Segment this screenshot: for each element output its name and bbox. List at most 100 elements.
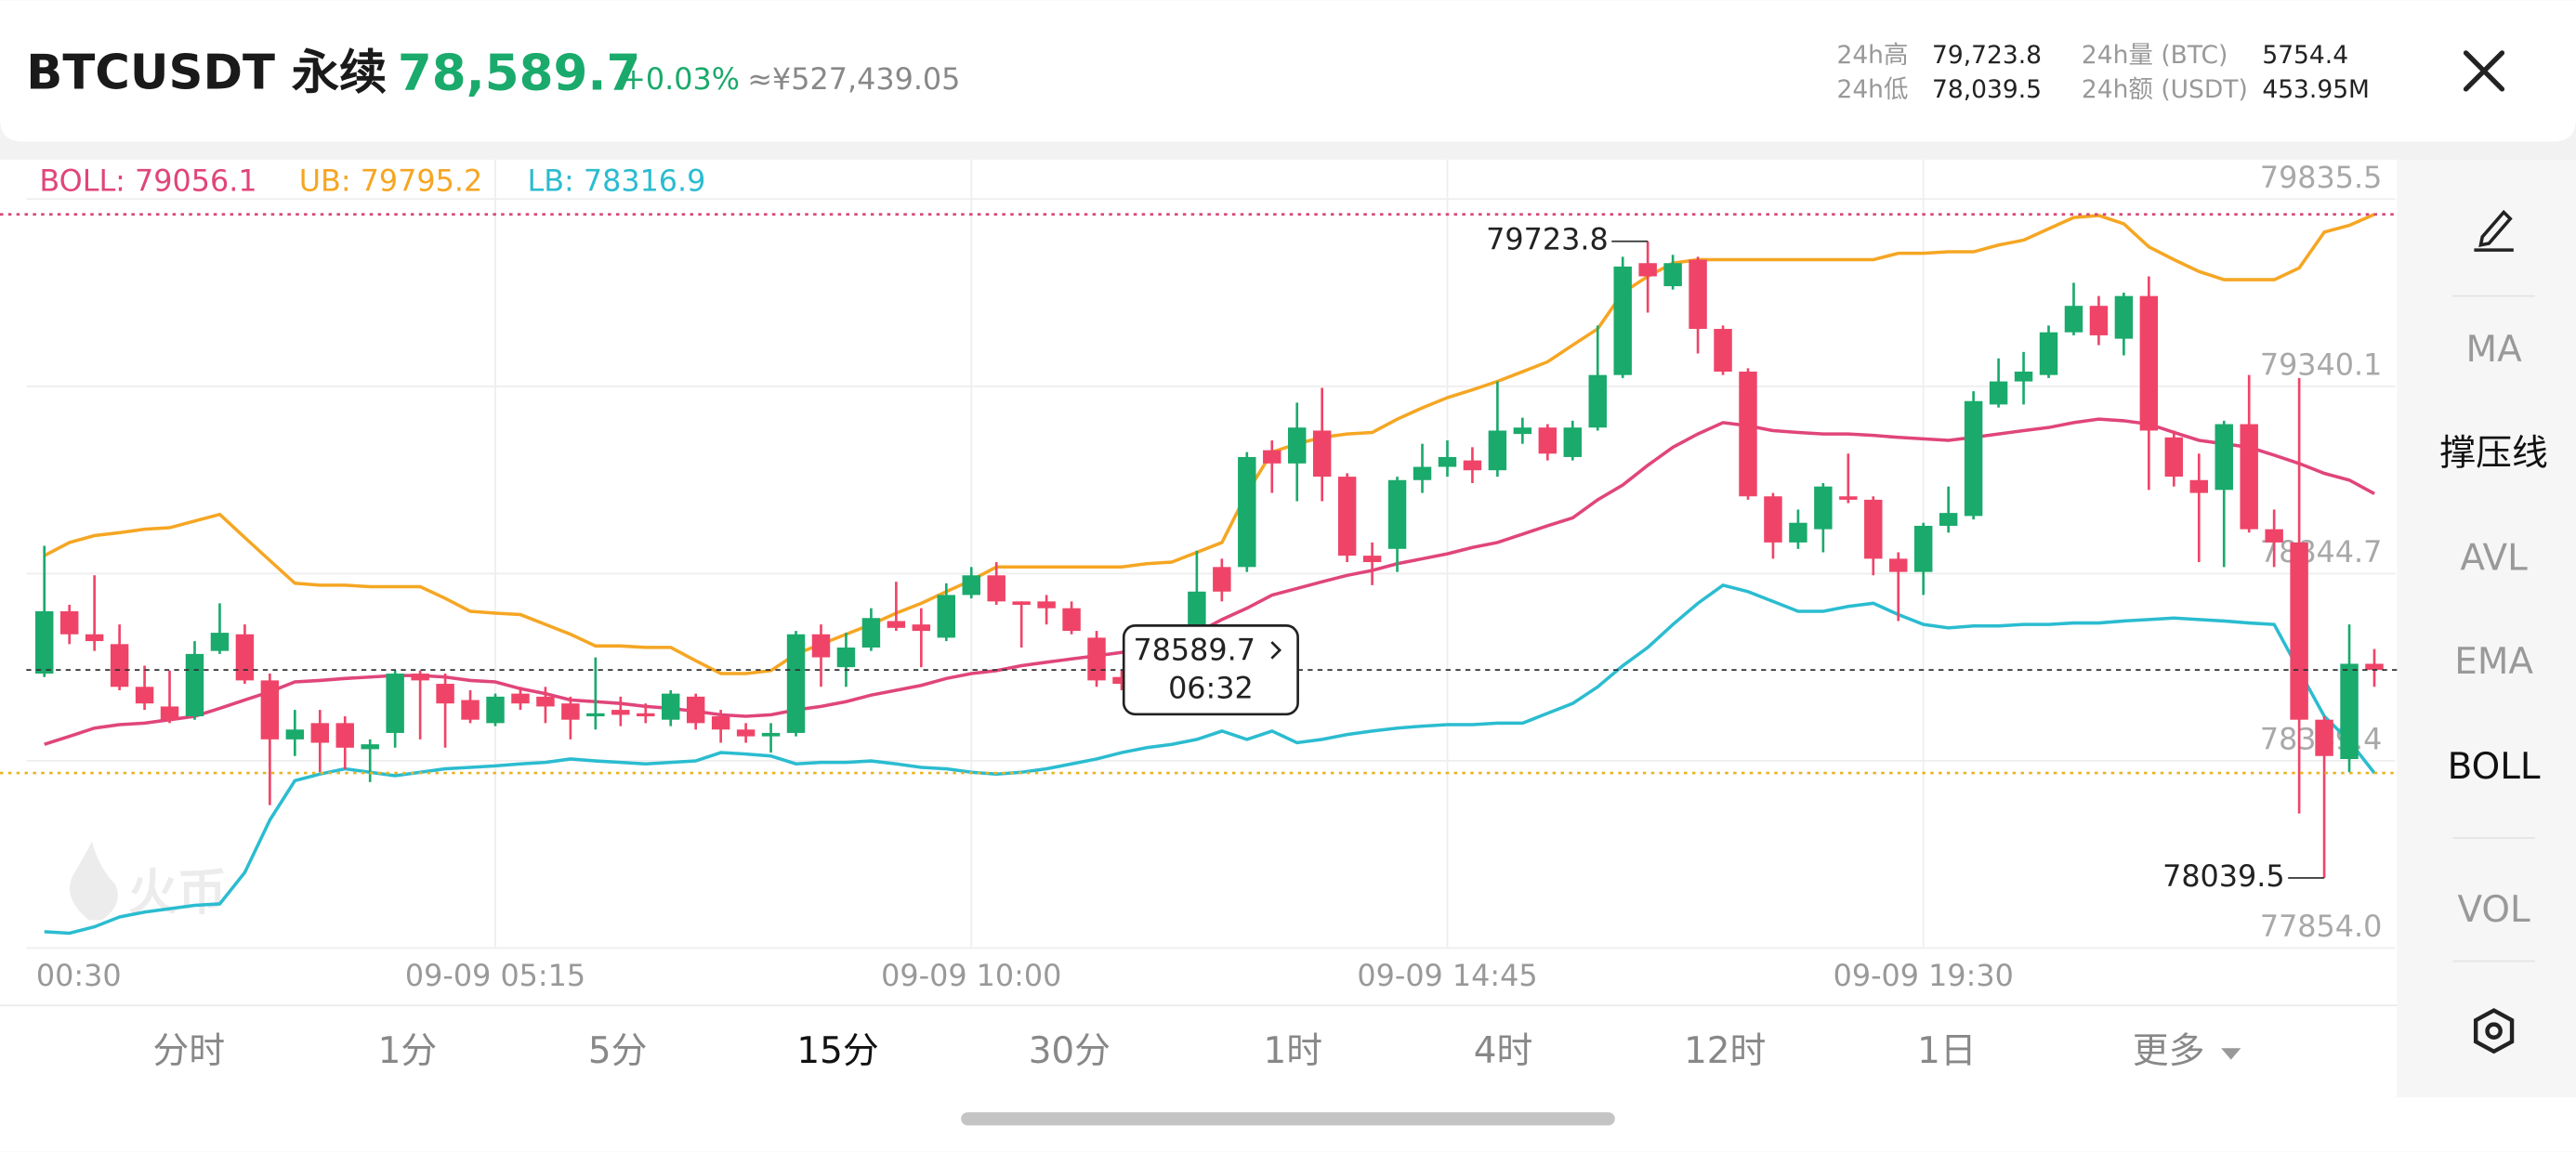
interval-tab[interactable]: 4时 [1474,1030,1533,1072]
interval-tab[interactable]: 12时 [1684,1030,1766,1072]
candle-body [711,716,730,730]
candle-body [1337,477,1357,556]
last-price: 78,589.7 [398,44,641,101]
candle-body [887,621,906,628]
candle-body [1663,263,1682,287]
candle-body [1112,676,1131,685]
candle-body [1814,486,1833,530]
candle-body [235,634,255,681]
candle-body [561,703,580,720]
candle-body [2114,295,2134,339]
price-tag[interactable] [1122,624,1299,716]
close-icon[interactable] [2463,50,2505,92]
candle-body [1939,513,1958,526]
watermark-logo [70,841,118,921]
candle-body [85,634,104,642]
candle-body [2139,295,2159,431]
candle-body [1312,430,1332,478]
indicator-button[interactable]: AVL [2460,538,2528,580]
low-label: 78039.5 [2162,858,2285,894]
candle-body [35,610,54,674]
candle-body [2064,306,2083,333]
candle-body [260,680,280,740]
candle-body [461,700,480,720]
sidebar-panel [2397,159,2576,1098]
settings[interactable] [2473,1008,2515,1054]
candle-body [361,744,379,750]
stat-value: 5754.4 [2262,41,2348,70]
countdown[interactable]: 06:32 [1168,670,1254,705]
interval-tab[interactable]: 1分 [378,1030,438,1072]
price-tag-value[interactable]: 78589.7 [1133,633,1255,668]
more-caret[interactable] [2221,1048,2241,1060]
interval-tab[interactable]: 分时 [152,1030,225,1072]
candle-body [2340,663,2359,760]
candle-body [1012,601,1031,606]
candle-body [1538,427,1557,454]
candle-body [1613,266,1632,375]
stat-value: 79,723.8 [1932,41,2042,70]
candle-body [1288,427,1307,464]
indicator-button[interactable]: EMA [2454,641,2533,683]
change: +0.03% [621,61,740,97]
draw-tool[interactable] [2474,209,2514,252]
candle-body [2039,332,2058,375]
candle-body [1463,460,1482,471]
candle-body [1213,567,1231,592]
interval-tab[interactable]: 15分 [796,1030,878,1072]
y-tick-label: 77854.0 [2260,909,2383,944]
symbol: BTCUSDT 永续 [26,46,387,101]
candle-body [1087,637,1106,681]
candle-body [511,693,530,704]
candle-body [110,644,129,687]
candle-body [2265,529,2283,543]
x-tick-label: 09-09 19:30 [1833,958,2014,993]
candle-body [436,684,454,704]
settings-dot[interactable] [2485,1022,2503,1040]
candle-body [987,575,1005,602]
x-tick-label: 09-09 14:45 [1357,958,1537,993]
candle-body [411,674,429,681]
indicator-line [43,213,2375,675]
stat-label: 24h额 (USDT) [2082,75,2248,104]
pen-icon[interactable] [2478,209,2513,248]
interval-tab[interactable]: 5分 [588,1030,648,1072]
candle-body [962,575,980,596]
candle-body [1488,430,1507,471]
candle-body [1563,427,1583,457]
candle-body [1689,259,1707,330]
indicator-button[interactable]: VOL [2458,889,2531,931]
indicator-button[interactable]: BOLL [2448,746,2541,788]
interval-tab[interactable]: 1日 [1917,1030,1977,1072]
candle-body [2315,719,2333,756]
candle-body [210,633,230,651]
interval-tab[interactable]: 30分 [1029,1030,1111,1072]
candle-body [2365,663,2384,671]
candle-body [1739,371,1757,497]
candle-body [1513,427,1532,435]
interval-tab[interactable]: 更多 [2133,1030,2205,1072]
candle-body [912,624,931,632]
settings-icon[interactable] [2473,1008,2515,1054]
candle-body [1238,456,1256,568]
candle-body [2215,424,2233,491]
close-button[interactable] [2463,50,2505,92]
candle-body [2290,542,2308,720]
candle-body [937,595,956,638]
candle-body [1989,381,2008,405]
candle-body [662,693,680,720]
interval-tab[interactable]: 1时 [1263,1030,1322,1072]
candle-body [536,696,555,707]
candle-body [1263,450,1281,464]
home-indicator [961,1112,1615,1126]
candle-body [285,729,305,740]
x-tick-label: 09-09 05:15 [405,958,585,993]
indicator-button[interactable]: 撑压线 [2439,433,2548,475]
candle-body [611,710,630,715]
candle-body [2089,306,2109,335]
price-tag-arrow[interactable] [1270,641,1282,660]
candle-body [335,723,354,748]
candle-body [486,696,505,724]
indicator-button[interactable]: MA [2466,329,2523,371]
candle-body [1062,608,1081,632]
